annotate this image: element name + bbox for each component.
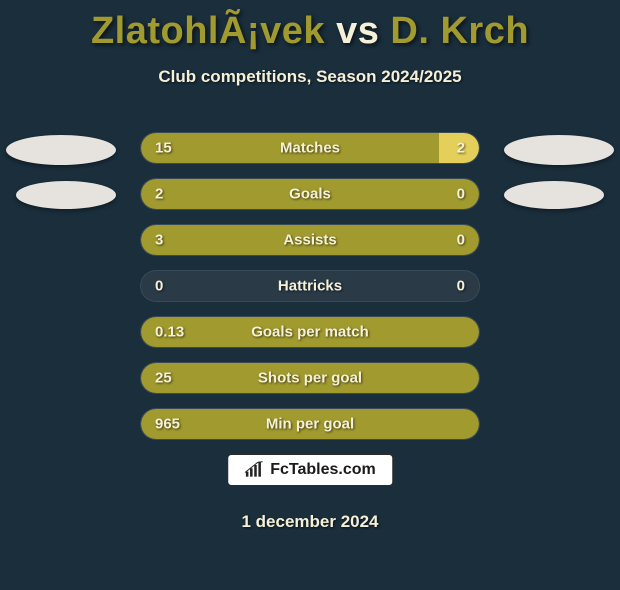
stat-left-value: 15 <box>155 140 172 157</box>
stats-bars: 15 2 Matches 2 0 Goals 3 0 Assists 0 0 Hattricks 0.1… <box>140 132 480 454</box>
stat-left-value: 0.13 <box>155 324 184 341</box>
stat-right-value: 2 <box>457 140 465 157</box>
stat-right-value: 0 <box>457 186 465 203</box>
stat-label: Assists <box>283 232 336 249</box>
stat-row: 0.13 Goals per match <box>140 316 480 348</box>
player2-name: D. Krch <box>390 10 529 52</box>
stat-row: 965 Min per goal <box>140 408 480 440</box>
stat-label: Goals <box>289 186 331 203</box>
snapshot-date: 1 december 2024 <box>0 512 620 532</box>
stat-label: Shots per goal <box>258 370 362 387</box>
stat-row: 3 0 Assists <box>140 224 480 256</box>
stat-left-value: 25 <box>155 370 172 387</box>
stat-row: 2 0 Goals <box>140 178 480 210</box>
subtitle: Club competitions, Season 2024/2025 <box>0 67 620 87</box>
stat-label: Min per goal <box>266 416 354 433</box>
vs-text: vs <box>336 10 379 52</box>
player2-club-badge-1 <box>504 135 614 165</box>
stat-left-value: 965 <box>155 416 180 433</box>
player2-club-badge-2 <box>504 181 604 209</box>
stat-left-value: 2 <box>155 186 163 203</box>
player1-name: ZlatohlÃ¡vek <box>91 10 325 52</box>
comparison-title: ZlatohlÃ¡vek vs D. Krch <box>0 10 620 53</box>
chart-icon <box>244 461 264 479</box>
player1-club-badge-2 <box>16 181 116 209</box>
stat-right-value: 0 <box>457 232 465 249</box>
stat-label: Goals per match <box>251 324 369 341</box>
stat-row: 15 2 Matches <box>140 132 480 164</box>
stat-row: 0 0 Hattricks <box>140 270 480 302</box>
stat-left-value: 3 <box>155 232 163 249</box>
stat-right-value: 0 <box>457 278 465 295</box>
player1-club-badge-1 <box>6 135 116 165</box>
stat-label: Matches <box>280 140 340 157</box>
stat-label: Hattricks <box>278 278 342 295</box>
stat-left-value: 0 <box>155 278 163 295</box>
stat-row: 25 Shots per goal <box>140 362 480 394</box>
source-site: FcTables.com <box>270 461 376 479</box>
source-badge: FcTables.com <box>227 454 393 486</box>
